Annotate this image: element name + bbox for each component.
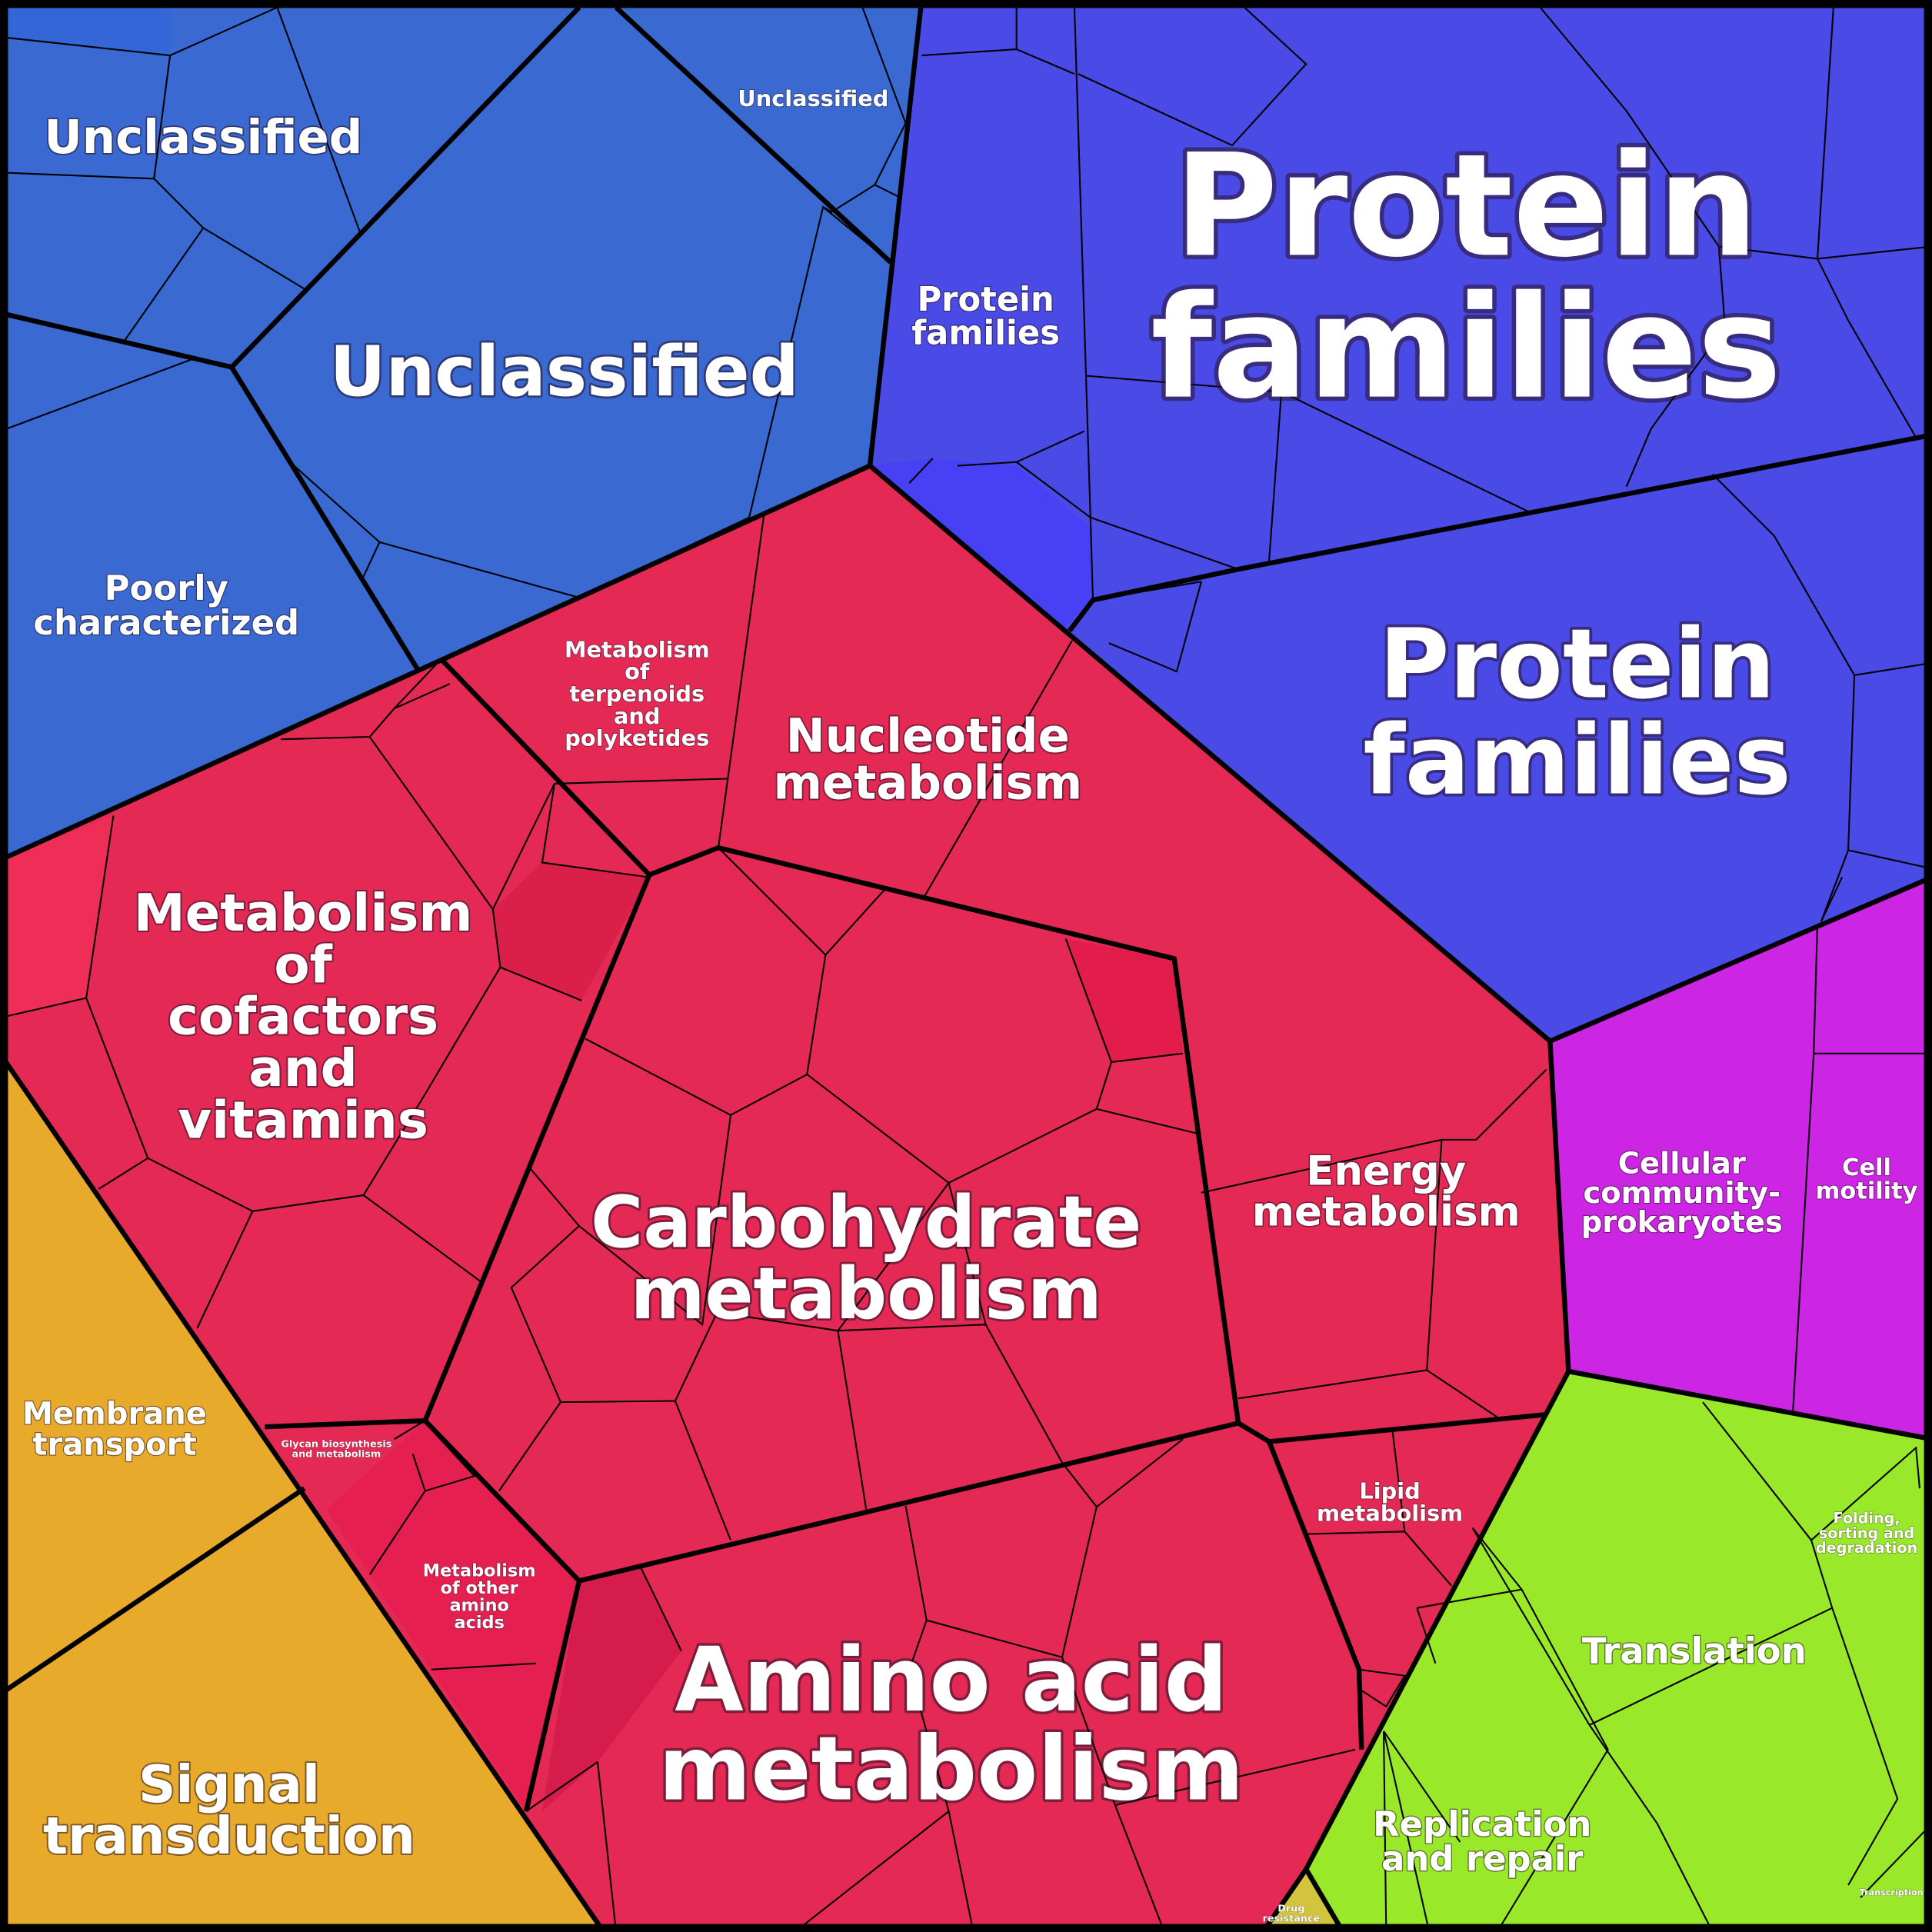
labels: Unclassified Unclassified Unclassified Poor… xyxy=(22,85,1924,1924)
label-line: Protein xyxy=(1379,608,1775,720)
label-line: and repair xyxy=(1381,1837,1583,1878)
label-line: of xyxy=(625,658,650,685)
label-line: cofactors xyxy=(168,987,438,1047)
cell xyxy=(541,1567,681,1811)
cell-label: Unclassified xyxy=(330,332,799,412)
cell-label: Metabolism of other amino acids xyxy=(423,1561,536,1633)
cell-label: Cell motility xyxy=(1816,1154,1918,1204)
label-line: Cellular xyxy=(1618,1146,1746,1181)
label-line: families xyxy=(911,314,1060,352)
cell-label: Signal transduction xyxy=(43,1754,415,1866)
label-line: acids xyxy=(454,1613,504,1633)
cell-label: Energy metabolism xyxy=(1252,1148,1521,1235)
label-line: Drug xyxy=(1277,1903,1304,1914)
region-genetic xyxy=(1306,1371,1932,1932)
label-line: Unclassified xyxy=(44,109,362,164)
cell xyxy=(492,862,650,1001)
region-cellular xyxy=(1550,877,1932,1440)
cell-label: Folding, sorting and degradation xyxy=(1816,1509,1917,1556)
cell-label: Poorly characterized xyxy=(33,568,299,643)
label-line: Unclassified xyxy=(738,85,888,112)
cell-label: Metabolism of cofactors and vitamins xyxy=(134,883,473,1150)
label-line: Metabolism xyxy=(134,883,473,943)
label-line: Folding, xyxy=(1833,1509,1900,1527)
cell-label: Replication and repair xyxy=(1373,1804,1591,1879)
label-line: Nucleotide xyxy=(786,708,1070,763)
cell-label: Protein families xyxy=(911,281,1060,352)
label-line: families xyxy=(1363,705,1790,816)
region-unclassified xyxy=(0,0,922,861)
cell-label: Unclassified xyxy=(738,85,888,112)
cell xyxy=(1065,938,1183,1062)
label-line: Replication xyxy=(1373,1804,1591,1844)
label-line: Translation xyxy=(1582,1631,1807,1672)
label-line: metabolism xyxy=(658,1718,1244,1821)
label-line: polyketides xyxy=(565,725,709,751)
cell-label: Translation xyxy=(1582,1631,1807,1672)
label-line: metabolism xyxy=(1317,1500,1463,1526)
cell xyxy=(870,458,1094,629)
label-line: sorting and xyxy=(1819,1524,1914,1541)
cell-label: Carbohydrate metabolism xyxy=(591,1181,1141,1335)
region-drug xyxy=(1263,1869,1344,1932)
label-line: Metabolism xyxy=(565,636,710,662)
cell-label: Lipid metabolism xyxy=(1317,1477,1463,1526)
label-line: Carbohydrate xyxy=(591,1181,1141,1264)
cell-label: Nucleotide metabolism xyxy=(774,708,1083,810)
cell xyxy=(0,815,114,1018)
cell-label: Amino acid metabolism xyxy=(658,1629,1244,1820)
label-line: terpenoids xyxy=(569,681,705,707)
label-line: and xyxy=(248,1038,357,1098)
label-line: degradation xyxy=(1816,1539,1917,1557)
label-line: Cell xyxy=(1842,1154,1891,1181)
cell-label: Unclassified xyxy=(44,109,362,164)
cell-label: Glycan biosynthesis and metabolism xyxy=(281,1438,391,1460)
cell-label: Drug resistance xyxy=(1263,1903,1321,1924)
label-line: Lipid xyxy=(1359,1477,1420,1504)
cell-label: Membrane transport xyxy=(22,1396,207,1462)
label-line: Transcription xyxy=(1860,1887,1924,1897)
label-line: Poorly xyxy=(105,568,228,608)
cell-label: Metabolism of terpenoids and polyketides xyxy=(565,636,710,751)
label-line: metabolism xyxy=(631,1252,1102,1335)
label-line: Protein xyxy=(917,281,1054,319)
cell-borders xyxy=(0,6,1932,1932)
label-line: and xyxy=(614,703,661,729)
label-line: of other xyxy=(441,1578,518,1598)
label-line: amino xyxy=(449,1595,508,1615)
label-line: vitamins xyxy=(178,1090,428,1150)
cell-label: Transcription xyxy=(1860,1887,1924,1897)
label-line: of xyxy=(274,934,332,994)
cell-label: Protein families xyxy=(1151,124,1781,430)
label-line: Unclassified xyxy=(330,332,799,412)
label-line: Metabolism xyxy=(423,1561,536,1581)
label-line: Protein xyxy=(1174,124,1759,288)
cell-label: Cellular community-prokaryotes xyxy=(1581,1146,1783,1240)
label-line: resistance xyxy=(1263,1913,1321,1924)
label-line: Signal xyxy=(138,1754,320,1814)
label-line: transport xyxy=(32,1427,196,1462)
label-line: transduction xyxy=(43,1806,415,1866)
label-line: Amino acid xyxy=(675,1629,1227,1732)
label-line: characterized xyxy=(33,602,299,643)
label-line: Glycan biosynthesis xyxy=(281,1438,391,1450)
label-line: Membrane xyxy=(22,1396,207,1431)
cell-label: Protein families xyxy=(1363,608,1790,816)
label-line: metabolism xyxy=(774,755,1083,810)
label-line: prokaryotes xyxy=(1581,1205,1783,1240)
label-line: families xyxy=(1151,266,1781,431)
label-line: community- xyxy=(1583,1175,1780,1210)
region-protein-families xyxy=(870,0,1932,1041)
label-line: metabolism xyxy=(1252,1188,1521,1235)
label-line: and metabolism xyxy=(291,1448,381,1460)
label-line: Energy xyxy=(1306,1148,1466,1194)
label-line: motility xyxy=(1816,1178,1918,1204)
